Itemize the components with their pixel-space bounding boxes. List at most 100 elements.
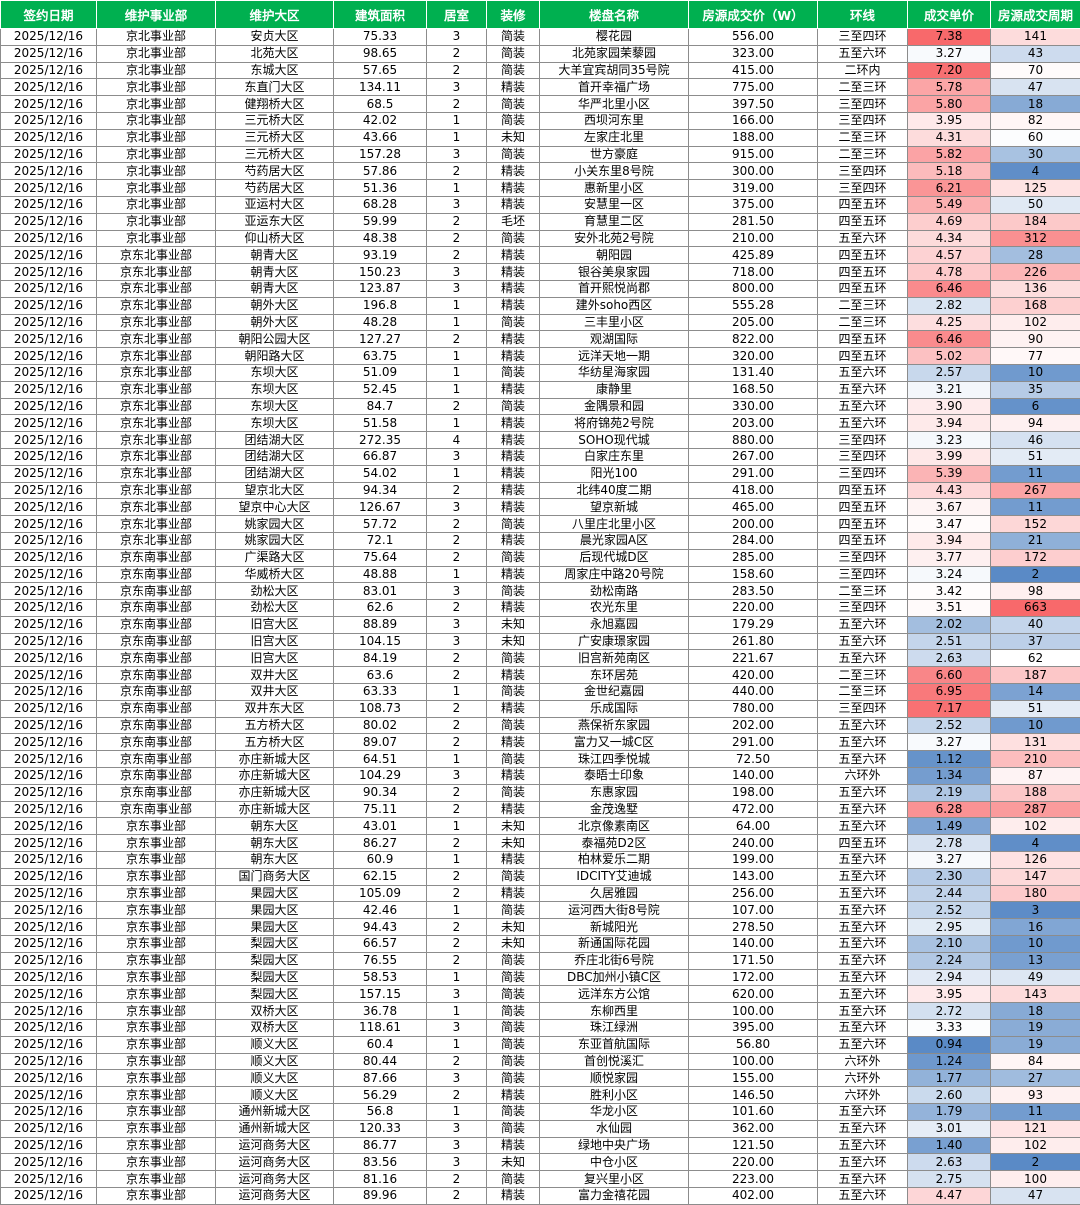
decoration-cell: 未知 bbox=[487, 129, 540, 146]
estate-name-cell: 北京像素南区 bbox=[540, 818, 689, 835]
unit-price-cell: 3.67 bbox=[908, 499, 991, 516]
area-cell: 75.11 bbox=[334, 801, 427, 818]
sign-date-cell: 2025/12/16 bbox=[1, 364, 97, 381]
estate-name-cell: 珠江绿洲 bbox=[540, 1020, 689, 1037]
deal-price-cell: 188.00 bbox=[689, 129, 818, 146]
sign-date-cell: 2025/12/16 bbox=[1, 919, 97, 936]
ring-road-cell: 二至三环 bbox=[818, 297, 908, 314]
division-cell: 京北事业部 bbox=[97, 112, 216, 129]
region-cell: 顺义大区 bbox=[216, 1070, 334, 1087]
division-cell: 京东事业部 bbox=[97, 868, 216, 885]
area-cell: 84.19 bbox=[334, 650, 427, 667]
region-cell: 亦庄新城大区 bbox=[216, 751, 334, 768]
deal-price-cell: 221.67 bbox=[689, 650, 818, 667]
ring-road-cell: 五至六环 bbox=[818, 1020, 908, 1037]
ring-road-cell: 四至五环 bbox=[818, 482, 908, 499]
header-estate-name: 楼盘名称 bbox=[540, 1, 689, 29]
division-cell: 京东北事业部 bbox=[97, 364, 216, 381]
rooms-cell: 2 bbox=[427, 96, 487, 113]
estate-name-cell: 泰福苑D2区 bbox=[540, 835, 689, 852]
decoration-cell: 简装 bbox=[487, 45, 540, 62]
area-cell: 196.8 bbox=[334, 297, 427, 314]
rooms-cell: 3 bbox=[427, 146, 487, 163]
ring-road-cell: 四至五环 bbox=[818, 516, 908, 533]
area-cell: 48.38 bbox=[334, 230, 427, 247]
area-cell: 94.34 bbox=[334, 482, 427, 499]
division-cell: 京东事业部 bbox=[97, 919, 216, 936]
rooms-cell: 3 bbox=[427, 196, 487, 213]
area-cell: 51.36 bbox=[334, 180, 427, 197]
rooms-cell: 2 bbox=[427, 1087, 487, 1104]
deal-price-cell: 72.50 bbox=[689, 751, 818, 768]
area-cell: 66.57 bbox=[334, 936, 427, 953]
ring-road-cell: 五至六环 bbox=[818, 868, 908, 885]
rooms-cell: 2 bbox=[427, 45, 487, 62]
deal-price-cell: 203.00 bbox=[689, 415, 818, 432]
deal-cycle-cell: 2 bbox=[991, 566, 1080, 583]
area-cell: 89.96 bbox=[334, 1187, 427, 1204]
ring-road-cell: 四至五环 bbox=[818, 532, 908, 549]
sign-date-cell: 2025/12/16 bbox=[1, 1087, 97, 1104]
deal-price-cell: 780.00 bbox=[689, 700, 818, 717]
unit-price-cell: 3.99 bbox=[908, 448, 991, 465]
deal-price-cell: 555.28 bbox=[689, 297, 818, 314]
rooms-cell: 2 bbox=[427, 667, 487, 684]
region-cell: 望京北大区 bbox=[216, 482, 334, 499]
region-cell: 北苑大区 bbox=[216, 45, 334, 62]
decoration-cell: 简装 bbox=[487, 952, 540, 969]
division-cell: 京东事业部 bbox=[97, 1171, 216, 1188]
division-cell: 京北事业部 bbox=[97, 29, 216, 46]
rooms-cell: 2 bbox=[427, 885, 487, 902]
division-cell: 京北事业部 bbox=[97, 163, 216, 180]
sign-date-cell: 2025/12/16 bbox=[1, 516, 97, 533]
area-cell: 75.64 bbox=[334, 549, 427, 566]
header-sign-date: 签约日期 bbox=[1, 1, 97, 29]
decoration-cell: 精装 bbox=[487, 196, 540, 213]
deal-price-cell: 397.50 bbox=[689, 96, 818, 113]
region-cell: 果园大区 bbox=[216, 885, 334, 902]
division-cell: 京东事业部 bbox=[97, 835, 216, 852]
deal-cycle-cell: 168 bbox=[991, 297, 1080, 314]
unit-price-cell: 3.95 bbox=[908, 986, 991, 1003]
sign-date-cell: 2025/12/16 bbox=[1, 381, 97, 398]
deal-cycle-cell: 11 bbox=[991, 465, 1080, 482]
estate-name-cell: 广安康璟家园 bbox=[540, 633, 689, 650]
deal-price-cell: 465.00 bbox=[689, 499, 818, 516]
deal-cycle-cell: 93 bbox=[991, 1087, 1080, 1104]
deal-cycle-cell: 77 bbox=[991, 348, 1080, 365]
unit-price-cell: 2.72 bbox=[908, 1003, 991, 1020]
region-cell: 梨园大区 bbox=[216, 936, 334, 953]
sign-date-cell: 2025/12/16 bbox=[1, 415, 97, 432]
sign-date-cell: 2025/12/16 bbox=[1, 45, 97, 62]
rooms-cell: 3 bbox=[427, 448, 487, 465]
decoration-cell: 精装 bbox=[487, 381, 540, 398]
area-cell: 88.89 bbox=[334, 616, 427, 633]
region-cell: 亦庄新城大区 bbox=[216, 784, 334, 801]
area-cell: 272.35 bbox=[334, 432, 427, 449]
unit-price-cell: 3.24 bbox=[908, 566, 991, 583]
decoration-cell: 精装 bbox=[487, 852, 540, 869]
area-cell: 75.33 bbox=[334, 29, 427, 46]
decoration-cell: 简装 bbox=[487, 902, 540, 919]
deal-cycle-cell: 19 bbox=[991, 1036, 1080, 1053]
rooms-cell: 2 bbox=[427, 1187, 487, 1204]
region-cell: 朝青大区 bbox=[216, 280, 334, 297]
decoration-cell: 精装 bbox=[487, 432, 540, 449]
unit-price-cell: 2.60 bbox=[908, 1087, 991, 1104]
decoration-cell: 简装 bbox=[487, 146, 540, 163]
decoration-cell: 精装 bbox=[487, 499, 540, 516]
rooms-cell: 2 bbox=[427, 482, 487, 499]
decoration-cell: 精装 bbox=[487, 768, 540, 785]
estate-name-cell: 朝阳园 bbox=[540, 247, 689, 264]
ring-road-cell: 五至六环 bbox=[818, 952, 908, 969]
sign-date-cell: 2025/12/16 bbox=[1, 768, 97, 785]
estate-name-cell: 泰晤士印象 bbox=[540, 768, 689, 785]
region-cell: 亦庄新城大区 bbox=[216, 801, 334, 818]
decoration-cell: 精装 bbox=[487, 885, 540, 902]
